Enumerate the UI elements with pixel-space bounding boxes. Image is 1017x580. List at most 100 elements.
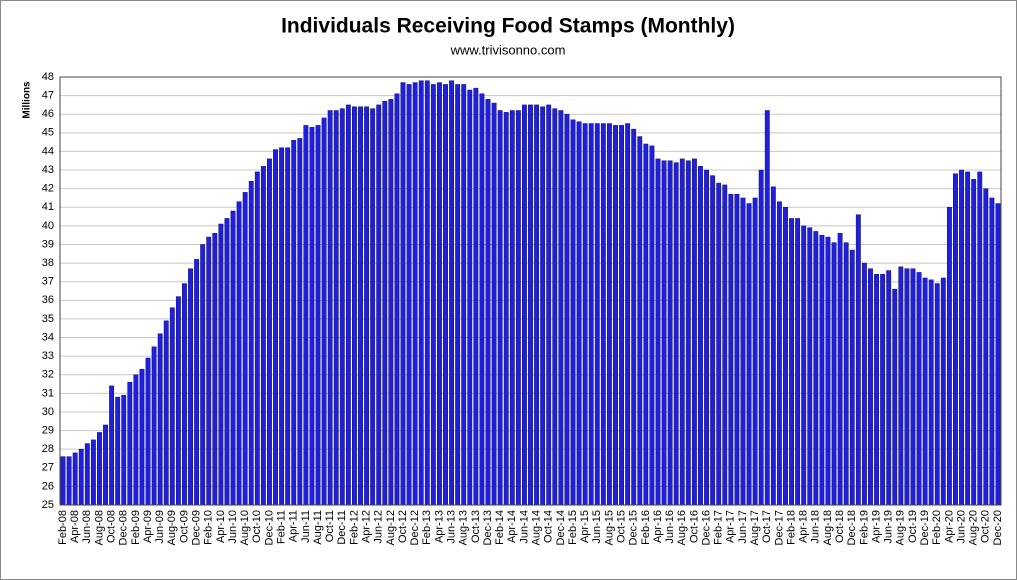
x-tick-label: Aug-12	[385, 510, 397, 545]
bar	[267, 158, 272, 506]
bar	[770, 186, 776, 506]
bar	[406, 84, 412, 506]
x-tick-label: Dec-20	[992, 510, 1004, 545]
x-tick-label: Feb-18	[785, 510, 797, 545]
x-tick-label: Oct-15	[615, 510, 627, 543]
bar	[886, 270, 892, 506]
bar	[339, 108, 345, 506]
bar	[212, 233, 218, 506]
bar	[570, 119, 576, 506]
bar	[479, 93, 485, 506]
bar	[825, 236, 831, 506]
bar	[279, 147, 285, 506]
bar	[534, 104, 540, 506]
y-tick-label: 44	[42, 145, 54, 157]
y-tick-label: 36	[42, 294, 54, 306]
x-tick-label: Feb-09	[130, 510, 142, 545]
bar	[188, 268, 193, 506]
x-tick-label: Dec-09	[191, 510, 203, 545]
bar	[922, 277, 928, 506]
bar	[72, 452, 78, 506]
x-tick-label: Apr-19	[870, 510, 882, 543]
x-tick-label: Jun-14	[518, 510, 530, 544]
x-tick-label: Dec-12	[409, 510, 421, 545]
x-tick-label: Dec-15	[628, 510, 640, 545]
bar	[509, 110, 515, 506]
bar	[685, 160, 691, 506]
y-tick-label: 39	[42, 238, 54, 250]
bar	[983, 188, 989, 506]
bar	[758, 169, 764, 506]
bar	[315, 125, 321, 506]
x-tick-label: Oct-08	[106, 510, 118, 543]
x-tick-label: Feb-15	[567, 510, 579, 545]
bar	[497, 110, 503, 506]
bar	[333, 110, 339, 506]
bar	[491, 102, 497, 506]
x-tick-label: Oct-13	[470, 510, 482, 543]
bar	[461, 84, 467, 506]
x-tick-label: Feb-19	[858, 510, 870, 545]
y-tick-label: 35	[42, 313, 54, 325]
x-tick-label: Aug-16	[676, 510, 688, 545]
x-tick-label: Dec-17	[773, 510, 785, 545]
bar	[965, 171, 971, 506]
bar	[364, 106, 370, 506]
bar	[194, 259, 200, 506]
x-tick-label: Jun-12	[373, 510, 385, 544]
bar	[953, 173, 958, 506]
bar	[109, 385, 115, 506]
x-tick-label: Feb-20	[931, 510, 943, 545]
bar	[722, 184, 728, 506]
bar	[861, 262, 867, 506]
x-tick-label: Jun-20	[955, 510, 967, 544]
x-tick-label: Jun-13	[445, 510, 457, 544]
bar	[843, 242, 849, 506]
bar	[236, 201, 242, 506]
x-tick-label: Apr-15	[579, 510, 591, 543]
y-tick-label: 31	[42, 387, 54, 399]
bar	[613, 125, 618, 506]
bar	[254, 171, 260, 506]
x-tick-label: Aug-10	[239, 510, 251, 545]
bar	[485, 99, 491, 506]
x-tick-label: Oct-10	[251, 510, 263, 543]
bar	[467, 89, 473, 506]
y-tick-label: 38	[42, 257, 54, 269]
bar	[661, 160, 667, 506]
bar	[230, 210, 236, 506]
bar	[649, 145, 655, 506]
x-tick-label: Aug-18	[822, 510, 834, 545]
bar	[776, 201, 782, 506]
x-tick-label: Aug-09	[166, 510, 178, 545]
bar	[819, 234, 825, 506]
x-tick-label: Dec-18	[846, 510, 858, 545]
x-tick-label: Oct-19	[907, 510, 919, 543]
x-tick-label: Dec-10	[263, 510, 275, 545]
x-tick-label: Aug-11	[312, 510, 324, 545]
bar	[412, 82, 418, 506]
bar	[971, 179, 977, 506]
y-tick-label: 32	[42, 369, 54, 381]
bar	[297, 138, 303, 506]
x-tick-label: Apr-12	[360, 510, 372, 543]
bar	[752, 197, 758, 506]
bar	[97, 432, 102, 506]
bar	[515, 110, 521, 506]
y-axis-label: Millions	[22, 81, 33, 119]
bar	[606, 123, 612, 506]
bar	[801, 225, 807, 506]
bar	[576, 121, 582, 506]
bar	[655, 158, 661, 506]
bar	[904, 268, 910, 506]
bar	[455, 84, 461, 506]
x-tick-label: Oct-14	[543, 510, 555, 543]
bar	[521, 104, 527, 506]
bar	[327, 110, 333, 506]
x-tick-label: Oct-18	[834, 510, 846, 543]
y-tick-label: 25	[42, 499, 54, 511]
bar	[600, 123, 606, 506]
bar	[200, 244, 206, 506]
bar	[795, 218, 801, 506]
x-tick-label: Jun-11	[300, 510, 312, 543]
